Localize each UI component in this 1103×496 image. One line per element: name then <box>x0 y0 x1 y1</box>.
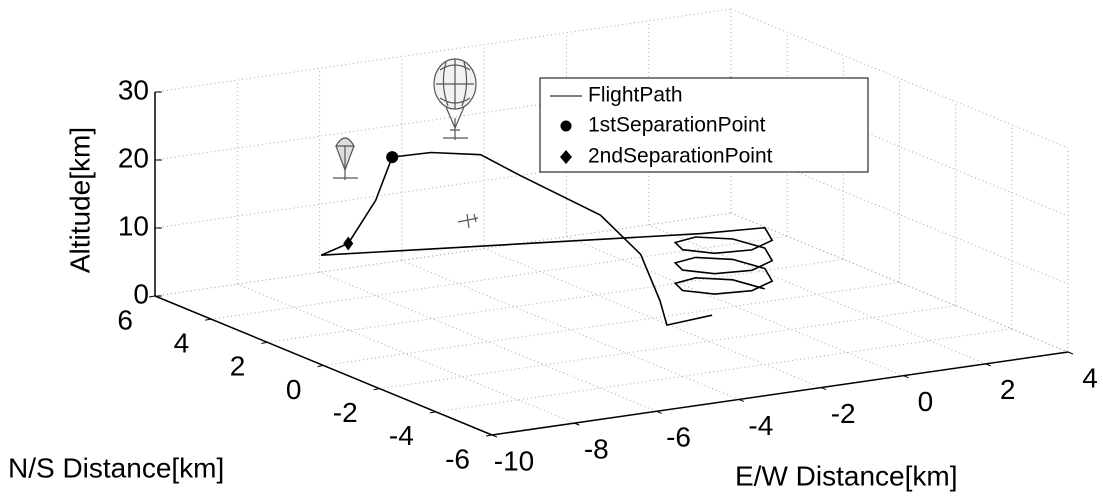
separation-point <box>386 151 398 163</box>
grid-line <box>380 306 956 389</box>
y-tick-label: 2 <box>230 351 246 382</box>
legend-label: 2ndSeparationPoint <box>588 145 773 168</box>
y-tick <box>430 412 436 413</box>
y-tick-label: 6 <box>117 304 133 335</box>
flight-path <box>321 153 772 326</box>
grid-line <box>155 213 731 296</box>
z-axis-label: Altitude[km] <box>64 127 95 273</box>
grid-line <box>649 225 986 364</box>
x-tick-label: 4 <box>1082 362 1098 393</box>
x-tick-label: 2 <box>1000 374 1016 405</box>
z-tick-label: 10 <box>118 210 149 241</box>
y-tick <box>149 296 155 297</box>
x-tick-label: 0 <box>918 386 934 417</box>
y-tick-label: 4 <box>174 328 190 359</box>
x-axis <box>492 352 1068 435</box>
legend: FlightPath 1stSeparationPoint 2ndSeparat… <box>540 78 868 172</box>
grid-line <box>267 259 843 342</box>
z-tick-label: 0 <box>133 278 149 309</box>
grid-line <box>320 272 657 411</box>
x-tick <box>1068 352 1073 354</box>
x-tick-label: -10 <box>494 445 534 476</box>
x-axis-label: E/W Distance[km] <box>735 460 957 491</box>
legend-circle <box>561 121 572 132</box>
y-tick-label: 0 <box>286 374 302 405</box>
chart: -10-8-6-4-2024-6-4-202460102030 FlightPa… <box>0 0 1103 496</box>
z-tick-label: 20 <box>118 142 149 173</box>
y-tick-label: -6 <box>445 443 470 474</box>
grid-line <box>155 213 731 296</box>
legend-label: FlightPath <box>588 84 683 107</box>
parachute-icon <box>333 138 358 180</box>
plane-icon <box>443 107 468 140</box>
y-tick <box>374 389 380 390</box>
plot <box>321 151 772 325</box>
grid-line <box>402 260 739 399</box>
z-tick-label: 30 <box>118 74 149 105</box>
x-tick-label: -4 <box>748 410 773 441</box>
y-tick <box>318 366 324 367</box>
y-tick-label: -4 <box>389 420 414 451</box>
legend-label: 1stSeparationPoint <box>588 114 766 137</box>
plane-icon <box>458 214 478 228</box>
grid-line <box>324 283 900 366</box>
y-tick-label: -2 <box>333 397 358 428</box>
y-axis-label: N/S Distance[km] <box>8 452 224 483</box>
icons <box>333 59 478 228</box>
x-tick-label: -6 <box>666 422 691 453</box>
y-tick <box>205 319 211 320</box>
x-tick-label: -2 <box>831 398 856 429</box>
x-tick-label: -8 <box>584 434 609 465</box>
grid-line <box>566 237 903 376</box>
y-tick <box>486 435 492 436</box>
y-tick <box>261 342 267 343</box>
